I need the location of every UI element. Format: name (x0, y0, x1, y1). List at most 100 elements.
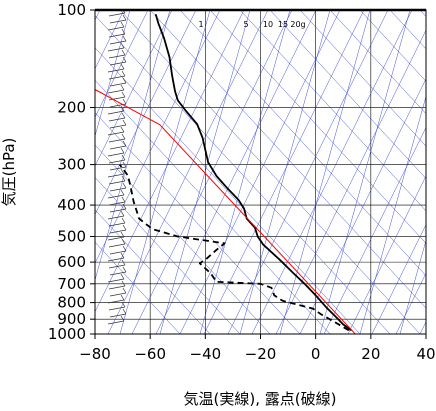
wind-barb (107, 173, 125, 178)
wind-barb (109, 82, 127, 87)
isotherm-line (155, 10, 317, 334)
wind-barb (108, 159, 126, 164)
mixing-ratio-line (359, 95, 426, 334)
wind-barb-feather (122, 35, 127, 42)
dewpoint-line (119, 164, 350, 332)
y-tick-label: 700 (57, 275, 86, 293)
x-tick-label: −80 (79, 345, 111, 363)
wind-barb (107, 320, 125, 325)
wind-barb-feather (121, 91, 126, 98)
wind-barb (109, 229, 127, 234)
wind-barb-feather (120, 252, 125, 259)
wind-barb-feather (121, 175, 126, 182)
wind-barb (108, 306, 126, 311)
isotherm-line (95, 10, 173, 167)
adiabat-line (95, 112, 301, 334)
wind-barb (107, 257, 125, 262)
wind-barb (108, 33, 126, 38)
mixing-ratio-label: 1 (198, 20, 203, 29)
isotherm-line (95, 10, 197, 216)
wind-barb (109, 313, 127, 318)
wind-barbs (107, 10, 127, 325)
wind-barb (109, 250, 127, 255)
adiabat-line (239, 10, 426, 212)
mixing-ratio-label: 5 (243, 20, 248, 29)
grid (94, 9, 427, 335)
wind-barb-feather (122, 266, 127, 273)
wind-barb-feather (122, 287, 127, 294)
wind-barb (109, 145, 127, 150)
wind-barb-feather (122, 56, 127, 63)
y-tick-label: 400 (57, 196, 86, 214)
wind-barb-feather (120, 105, 125, 112)
wind-barb (108, 12, 126, 17)
isotherm-line (251, 10, 413, 334)
wind-barb (109, 187, 127, 192)
wind-barb-feather (120, 273, 125, 280)
wind-barb (109, 292, 127, 297)
x-axis: −80 −60 −40 −20 0 20 40 (79, 334, 436, 363)
y-tick-label: 200 (57, 99, 86, 117)
wind-barb-feather (121, 217, 126, 224)
x-tick-label: −60 (134, 345, 166, 363)
wind-barb-feather (121, 238, 126, 245)
isotherm-line (275, 29, 426, 334)
wind-barb-feather (120, 189, 125, 196)
adiabat-line (269, 10, 426, 179)
wind-barb-feather (121, 196, 126, 203)
isotherm-line (203, 10, 365, 334)
isotherm-line (395, 272, 426, 334)
wind-barb (108, 201, 126, 206)
wind-barb (109, 40, 127, 45)
wind-barb (107, 131, 125, 136)
wind-barb-feather (120, 315, 125, 322)
wind-barb-feather (122, 224, 127, 231)
isotherm-line (227, 10, 389, 334)
wind-barb (108, 75, 126, 80)
x-tick-label: 20 (361, 345, 380, 363)
wind-barb-feather (121, 28, 126, 35)
wind-barb (107, 26, 125, 31)
wind-barb-feather (121, 259, 126, 266)
mixing-ratio-line (239, 10, 331, 334)
wind-barb-feather (122, 98, 127, 105)
wind-barb-feather (120, 147, 125, 154)
wind-barb (108, 222, 126, 227)
isotherm-line (95, 10, 125, 70)
wind-barb (108, 117, 126, 122)
wind-barb-feather (120, 84, 125, 91)
adiabat-line (149, 10, 426, 309)
adiabat-line (359, 10, 426, 82)
y-tick-label: 800 (57, 294, 86, 312)
adiabat-line (419, 10, 426, 17)
isotherm-line (299, 78, 426, 334)
wind-barb (109, 61, 127, 66)
isotherm-line (179, 10, 341, 334)
wind-barb-feather (121, 70, 126, 77)
x-tick-label: 0 (311, 345, 321, 363)
wind-barb-feather (122, 140, 127, 147)
adiabat-line (95, 241, 181, 334)
mixing-ratio-label: 15 (278, 20, 288, 29)
wind-barb-feather (121, 301, 126, 308)
y-tick-label: 500 (57, 227, 86, 245)
wind-barb (109, 166, 127, 171)
reference-line (95, 89, 357, 334)
adiabat-line (209, 10, 426, 244)
isotherm-line (95, 10, 245, 313)
mixing-ratio-line (199, 10, 291, 334)
wind-barb (107, 278, 125, 283)
y-axis-title: 気圧(hPa) (0, 138, 18, 207)
wind-barb (107, 110, 125, 115)
wind-barb-feather (121, 49, 126, 56)
wind-barb-feather (120, 21, 125, 28)
x-tick-label: 40 (416, 345, 435, 363)
mixing-ratio-line (159, 10, 251, 334)
mixing-ratio-line (319, 10, 411, 334)
wind-barb-feather (122, 14, 127, 21)
series-layer (95, 13, 357, 334)
adiabat-line (179, 10, 426, 277)
wind-barb (108, 96, 126, 101)
wind-barb (108, 54, 126, 59)
